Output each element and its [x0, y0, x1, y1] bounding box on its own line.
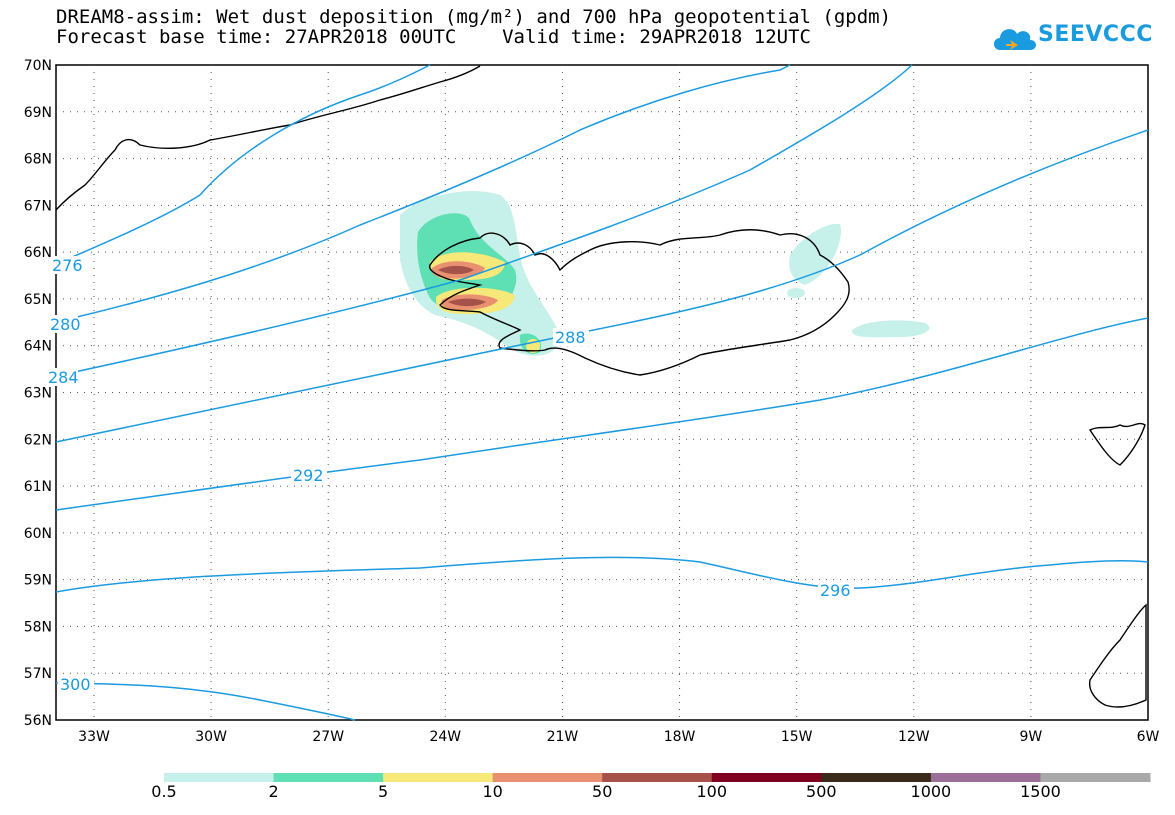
- lon-label: 24W: [429, 729, 461, 745]
- contour-label-280: 280: [50, 315, 81, 334]
- lat-label: 67N: [24, 198, 52, 214]
- seevccc-logo: SEEVCCC: [990, 18, 1153, 58]
- logo-text: SEEVCCC: [1038, 22, 1153, 47]
- lat-label: 59N: [24, 573, 52, 589]
- lon-label: 6W: [1137, 729, 1160, 745]
- contour-labels: 276 280 284 288 292 296 300: [48, 256, 854, 694]
- legend-swatch: [821, 773, 932, 782]
- contour-label-276: 276: [52, 256, 83, 275]
- lat-label: 62N: [24, 432, 52, 448]
- lat-label: 65N: [24, 292, 52, 308]
- lat-label: 66N: [24, 245, 52, 261]
- lon-label: 33W: [78, 729, 110, 745]
- lon-label: 15W: [781, 729, 813, 745]
- forecast-times: Forecast base time: 27APR2018 00UTC Vali…: [56, 26, 811, 48]
- legend-swatch: [930, 773, 1041, 782]
- legend-label: 1000: [910, 782, 952, 801]
- lat-label: 69N: [24, 105, 52, 121]
- lat-label: 56N: [24, 713, 52, 729]
- contour-280: [55, 64, 791, 323]
- legend-label: 5: [378, 782, 389, 801]
- deposition-color-legend: [164, 773, 1151, 782]
- contour-label-296: 296: [820, 581, 851, 600]
- contour-296: [55, 556, 1149, 593]
- lon-label: 30W: [195, 729, 227, 745]
- legend-swatch: [492, 773, 603, 782]
- lon-label: 12W: [898, 729, 930, 745]
- cloud-icon: [994, 29, 1036, 50]
- contour-288: [55, 129, 1149, 443]
- lon-label: 27W: [312, 729, 344, 745]
- longitude-labels: 33W 30W 27W 24W 21W 18W 15W 12W 9W 6W: [78, 729, 1159, 745]
- lat-label: 70N: [24, 58, 52, 74]
- lat-label: 63N: [24, 386, 52, 402]
- contour-300: [55, 682, 356, 721]
- graticule: [56, 65, 1148, 720]
- lat-label: 57N: [24, 666, 52, 682]
- contour-284: [55, 64, 913, 377]
- lon-label: 21W: [547, 729, 579, 745]
- lat-label: 60N: [24, 526, 52, 542]
- legend-swatch: [383, 773, 494, 782]
- legend-swatch: [1040, 773, 1151, 782]
- legend-label: 2: [268, 782, 279, 801]
- contour-label-292: 292: [293, 466, 324, 485]
- legend-swatch: [711, 773, 822, 782]
- latitude-labels: 70N 69N 68N 67N 66N 65N 64N 63N 62N 61N 60N 59N 58N 5…: [24, 58, 52, 729]
- legend-label: 500: [806, 782, 837, 801]
- contour-292: [55, 317, 1149, 511]
- lat-label: 64N: [24, 339, 52, 355]
- contour-label-284: 284: [48, 368, 79, 387]
- lon-label: 9W: [1020, 729, 1043, 745]
- geopotential-contours: [55, 64, 1149, 721]
- legend-swatch: [602, 773, 713, 782]
- lat-label: 58N: [24, 619, 52, 635]
- legend-swatch: [273, 773, 384, 782]
- coastlines: [55, 65, 1147, 708]
- map-title: DREAM8-assim: Wet dust deposition (mg/m²…: [56, 6, 892, 28]
- legend-swatch: [164, 773, 275, 782]
- contour-276: [55, 64, 431, 265]
- legend-label: 0.5: [151, 782, 177, 801]
- legend-label: 10: [482, 782, 503, 801]
- legend-label: 100: [696, 782, 728, 801]
- legend-label: 1500: [1020, 782, 1061, 801]
- lon-label: 18W: [664, 729, 696, 745]
- contour-label-300: 300: [60, 675, 91, 694]
- lat-label: 68N: [24, 152, 52, 168]
- lat-label: 61N: [24, 479, 52, 495]
- contour-label-288: 288: [555, 328, 586, 347]
- legend-label: 50: [592, 782, 613, 801]
